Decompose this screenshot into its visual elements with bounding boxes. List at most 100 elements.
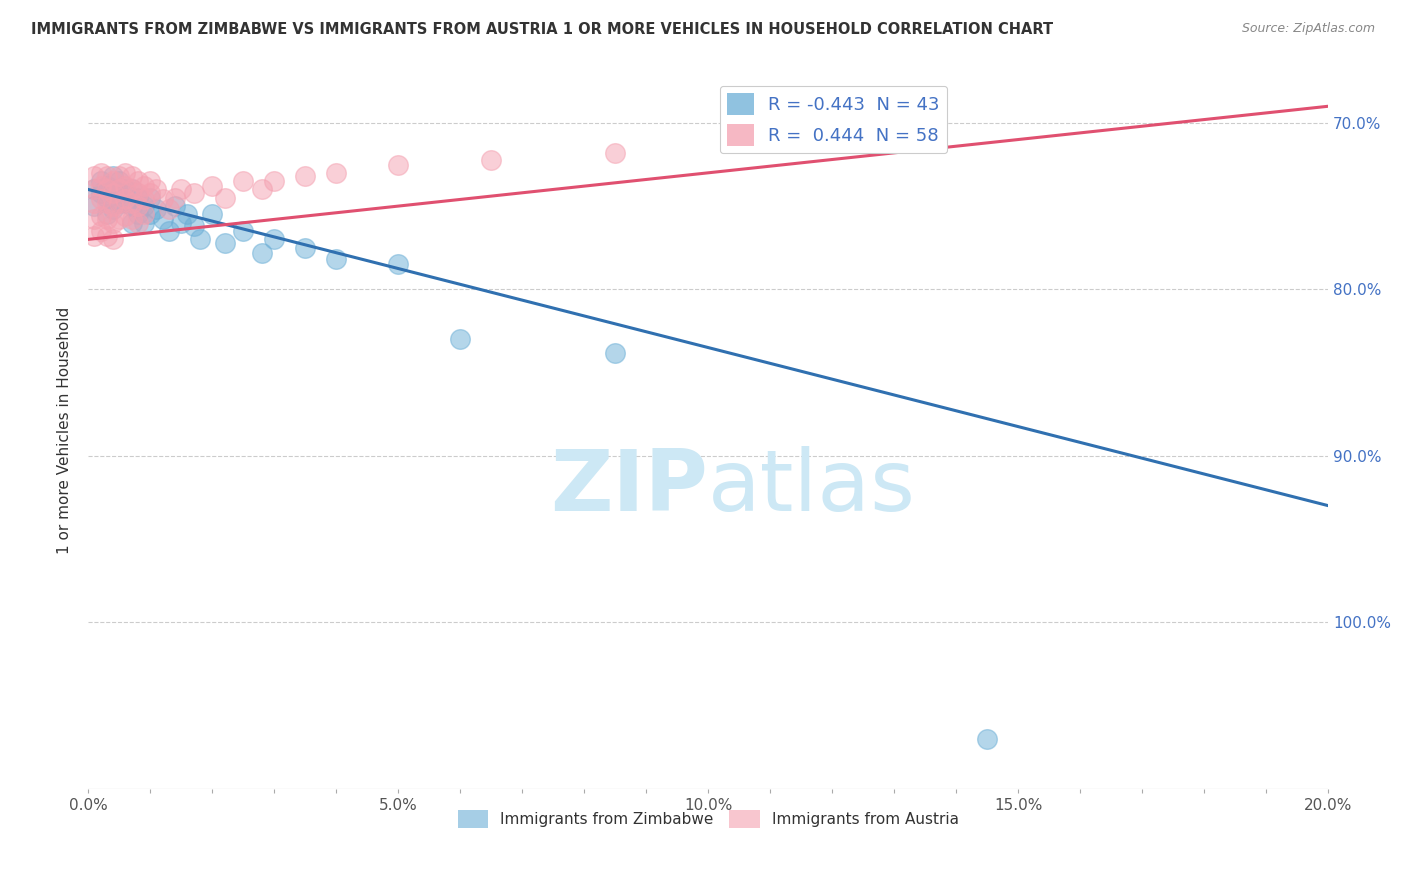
Point [605,145,627,160]
Point [605,345,627,359]
Point [101,169,124,183]
Point [232,224,254,238]
Point [108,174,131,188]
Point [132,199,155,213]
Point [139,186,162,200]
Point [83,195,105,210]
Point [83,182,105,196]
Point [90,193,112,207]
Point [114,179,136,194]
Point [90,224,112,238]
Point [114,166,136,180]
Point [127,207,149,221]
Point [127,216,149,230]
Point [101,232,124,246]
Point [263,232,285,246]
Point [90,186,112,200]
Point [449,332,471,346]
Point [214,191,236,205]
Point [127,186,149,200]
Point [214,235,236,250]
Point [114,209,136,223]
Point [121,182,143,196]
Point [83,212,105,227]
Point [121,182,143,196]
Point [96,179,118,194]
Point [108,195,131,210]
Point [121,212,143,227]
Point [96,195,118,210]
Point [96,207,118,221]
Text: Source: ZipAtlas.com: Source: ZipAtlas.com [1241,22,1375,36]
Point [139,191,162,205]
Text: ZIP: ZIP [550,447,709,530]
Point [83,182,105,196]
Point [83,199,105,213]
Point [101,186,124,200]
Point [121,216,143,230]
Point [201,179,224,194]
Point [152,193,174,207]
Point [157,202,180,217]
Point [176,207,198,221]
Point [114,195,136,210]
Point [121,195,143,210]
Point [101,202,124,217]
Point [263,174,285,188]
Point [145,202,167,217]
Point [387,257,409,271]
Point [90,174,112,188]
Point [170,216,193,230]
Point [163,199,186,213]
Point [121,169,143,183]
Point [294,169,316,183]
Point [157,224,180,238]
Point [121,199,143,213]
Point [101,199,124,213]
Point [127,174,149,188]
Point [114,182,136,196]
Point [96,169,118,183]
Point [152,212,174,227]
Point [127,199,149,213]
Point [479,153,502,167]
Point [145,182,167,196]
Point [387,157,409,171]
Point [132,193,155,207]
Point [250,182,273,196]
Point [132,207,155,221]
Point [139,207,162,221]
Text: IMMIGRANTS FROM ZIMBABWE VS IMMIGRANTS FROM AUSTRIA 1 OR MORE VEHICLES IN HOUSEH: IMMIGRANTS FROM ZIMBABWE VS IMMIGRANTS F… [31,22,1053,37]
Point [96,191,118,205]
Point [101,174,124,188]
Point [139,174,162,188]
Point [101,216,124,230]
Point [127,191,149,205]
Legend: Immigrants from Zimbabwe, Immigrants from Austria: Immigrants from Zimbabwe, Immigrants fro… [451,804,965,835]
Point [101,186,124,200]
Point [83,229,105,244]
Text: atlas: atlas [709,447,917,530]
Point [821,132,844,146]
Point [108,169,131,183]
Point [96,182,118,196]
Point [132,216,155,230]
Point [170,182,193,196]
Point [188,232,211,246]
Point [90,179,112,194]
Point [183,186,205,200]
Point [325,166,347,180]
Point [114,193,136,207]
Point [294,241,316,255]
Y-axis label: 1 or more Vehicles in Household: 1 or more Vehicles in Household [58,307,72,554]
Point [108,182,131,196]
Point [163,191,186,205]
Point [183,219,205,233]
Point [132,179,155,194]
Point [325,252,347,267]
Point [201,207,224,221]
Point [976,731,998,746]
Point [96,212,118,227]
Point [83,169,105,183]
Point [108,186,131,200]
